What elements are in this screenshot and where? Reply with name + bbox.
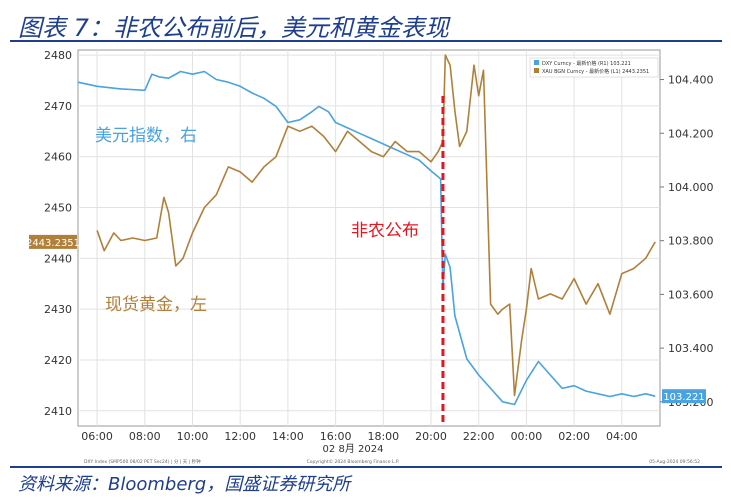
right-tick-label: 103.800: [668, 235, 714, 248]
dxy-series-line: [77, 70, 656, 406]
x-tick-label: 22:00: [463, 430, 495, 443]
legend-box: [529, 57, 659, 78]
gold-last-value-text: 2443.2351: [26, 238, 80, 249]
left-tick-label: 2480: [44, 49, 72, 62]
right-tick-label: 104.400: [668, 74, 714, 87]
x-tick-label: 16:00: [320, 430, 352, 443]
source-note: 资料来源：Bloomberg，国盛证券研究所: [18, 474, 351, 495]
event-label: 非农公布: [351, 221, 419, 241]
left-tick-label: 2470: [44, 100, 72, 113]
left-tick-label: 2450: [44, 202, 72, 215]
figure-title: 图表 7：非农公布前后，美元和黄金表现: [18, 14, 449, 42]
left-tick-label: 2420: [44, 354, 72, 367]
footer-left-text: DXY Index (SMP500 08/02 PET Sec24) | 分 |…: [84, 458, 201, 465]
legend-swatch: [534, 68, 539, 73]
left-tick-label: 2440: [44, 252, 72, 265]
x-tick-label: 12:00: [224, 430, 256, 443]
dxy-last-value-text: 103.221: [663, 392, 704, 403]
right-tick-label: 104.200: [668, 127, 714, 140]
x-axis-label: 02 8月 2024: [323, 443, 384, 455]
x-tick-label: 14:00: [272, 430, 304, 443]
right-tick-label: 104.000: [668, 181, 714, 194]
x-tick-label: 02:00: [558, 430, 590, 443]
x-tick-label: 04:00: [606, 430, 638, 443]
x-tick-label: 18:00: [367, 430, 399, 443]
grid: [77, 49, 661, 427]
legend-item-text: DXY Curncy - 最新价格 (R1) 103.221: [542, 60, 631, 67]
legend-item-text: XAU BGN Curncy - 最新价格 (L1) 2443.2351: [542, 68, 649, 75]
left-tick-label: 2410: [44, 405, 72, 418]
x-tick-label: 00:00: [511, 430, 543, 443]
title-rule-top: [10, 40, 722, 42]
gold-annotation-label: 现货黄金，左: [105, 295, 207, 315]
plot-frame: [77, 49, 661, 427]
footer-center-text: Copyright© 2024 Bloomberg Finance L.P.: [307, 458, 400, 465]
left-tick-label: 2460: [44, 151, 72, 164]
legend-swatch: [534, 60, 539, 65]
footer-right-text: 05-Aug-2024 09:56:52: [649, 459, 700, 465]
gold-last-value-tag: [29, 234, 77, 249]
x-tick-label: 08:00: [129, 430, 161, 443]
gold-series-line: [96, 54, 656, 397]
series-group: [77, 54, 656, 406]
right-tick-label: 103.600: [668, 288, 714, 301]
x-tick-label: 06:00: [81, 430, 113, 443]
dxy-last-value-tag: [662, 389, 706, 404]
right-tick-label: 103.400: [668, 342, 714, 355]
x-tick-label: 10:00: [177, 430, 209, 443]
x-tick-label: 20:00: [415, 430, 447, 443]
left-tick-label: 2430: [44, 303, 72, 316]
dxy-annotation-label: 美元指数，右: [95, 126, 197, 146]
title-rule-bottom: [10, 466, 722, 468]
